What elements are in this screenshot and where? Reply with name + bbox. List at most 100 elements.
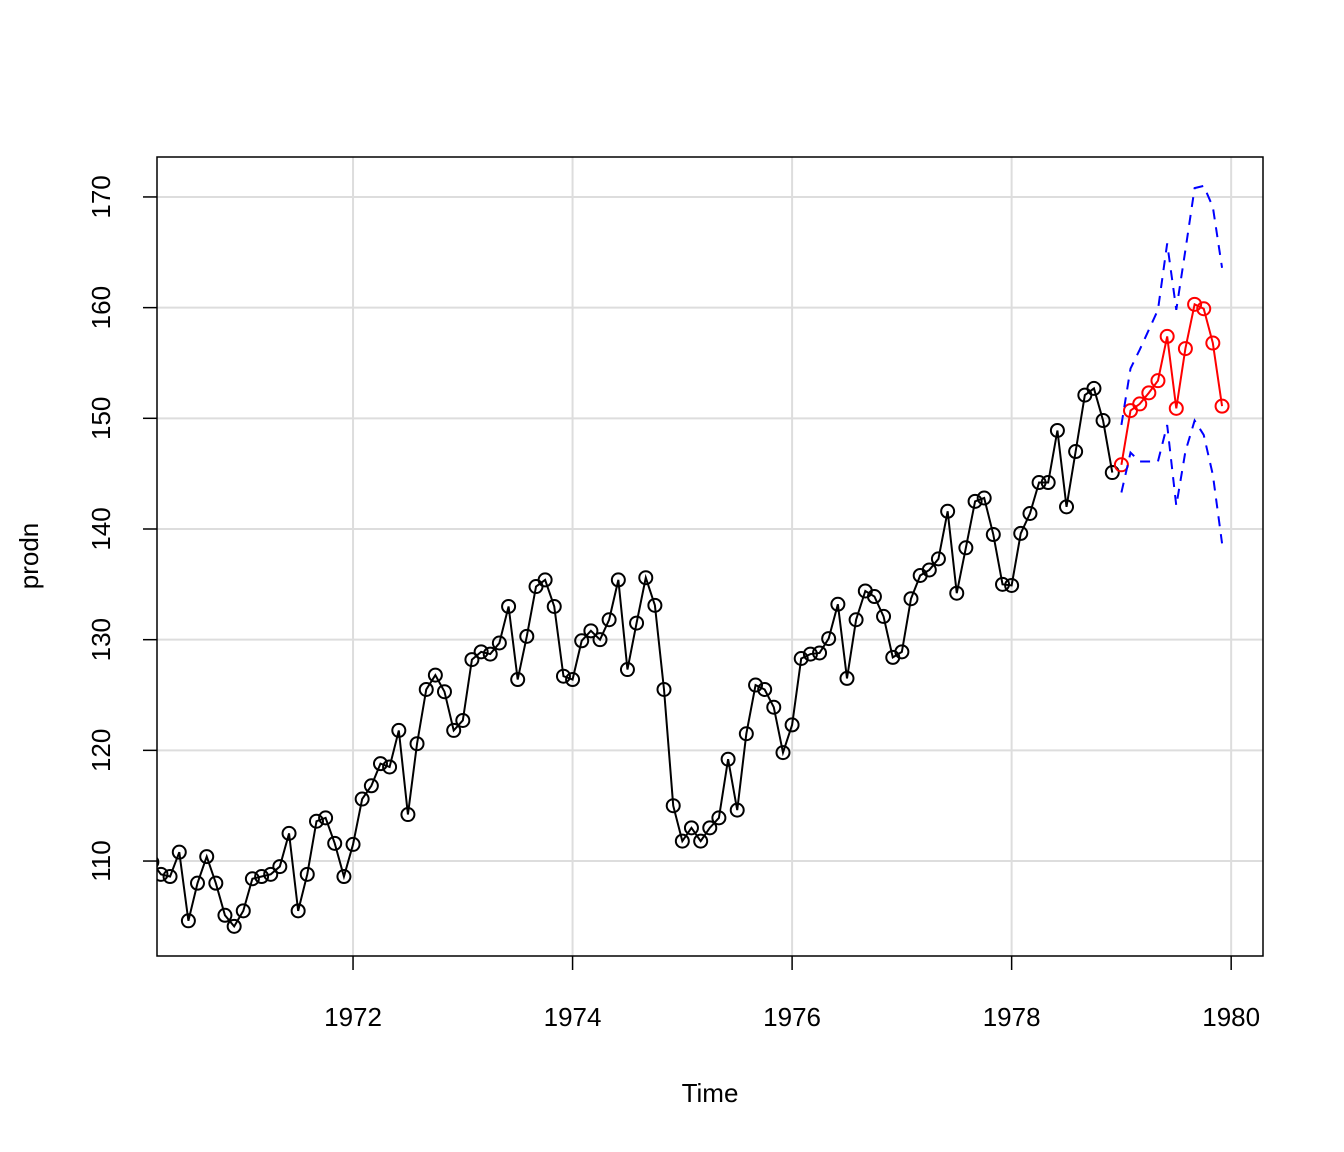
plot-area: [157, 184, 1230, 934]
point: [720, 751, 736, 767]
point: [995, 576, 1011, 592]
point: [921, 562, 937, 578]
point: [1031, 475, 1047, 491]
point: [1187, 296, 1203, 312]
point: [711, 810, 727, 826]
point: [208, 875, 224, 891]
point: [391, 722, 407, 738]
point: [793, 650, 809, 666]
point: [354, 791, 370, 807]
point: [565, 672, 581, 688]
point: [976, 490, 992, 506]
point: [958, 540, 974, 556]
point: [610, 572, 626, 588]
point: [766, 699, 782, 715]
point: [601, 612, 617, 628]
point: [729, 802, 745, 818]
point: [501, 598, 517, 614]
point: [327, 835, 343, 851]
point: [738, 726, 754, 742]
point: [802, 646, 818, 662]
x-tick-label: 1976: [763, 1002, 821, 1032]
point: [157, 866, 169, 882]
point: [281, 825, 297, 841]
point: [555, 668, 571, 684]
point: [199, 849, 215, 865]
point: [876, 608, 892, 624]
point: [702, 820, 718, 836]
point: [418, 681, 434, 697]
point: [1013, 525, 1029, 541]
point: [464, 652, 480, 668]
point: [1196, 301, 1212, 317]
point: [1168, 400, 1184, 416]
point: [290, 903, 306, 919]
plot-frame: [156, 156, 1264, 957]
point: [1113, 457, 1129, 473]
point: [537, 572, 553, 588]
point: [894, 644, 910, 660]
point: [583, 623, 599, 639]
x-axis-label: Time: [682, 1078, 739, 1108]
point: [647, 597, 663, 613]
x-tick-label: 1980: [1202, 1002, 1260, 1032]
point: [308, 813, 324, 829]
point: [757, 681, 773, 697]
point: [629, 615, 645, 631]
point: [1095, 413, 1111, 429]
point: [619, 662, 635, 678]
point: [1104, 465, 1120, 481]
point: [665, 798, 681, 814]
point: [683, 820, 699, 836]
point: [436, 684, 452, 700]
point: [180, 913, 196, 929]
point: [546, 598, 562, 614]
point: [409, 736, 425, 752]
x-tick-label: 1974: [544, 1002, 602, 1032]
point: [967, 493, 983, 509]
point: [784, 717, 800, 733]
point: [482, 646, 498, 662]
point: [1132, 396, 1148, 412]
point: [1068, 444, 1084, 460]
point: [775, 745, 791, 761]
point: [693, 833, 709, 849]
x-tick-label: 1978: [983, 1002, 1041, 1032]
point: [171, 844, 187, 860]
point: [400, 807, 416, 823]
point: [940, 503, 956, 519]
point: [190, 875, 206, 891]
point: [1049, 422, 1065, 438]
point: [748, 677, 764, 693]
point: [1150, 373, 1166, 389]
point: [1159, 328, 1175, 344]
point: [162, 869, 178, 885]
series-line: [1120, 302, 1224, 465]
point: [272, 859, 288, 875]
point: [299, 866, 315, 882]
x-tick-label: 1972: [324, 1002, 382, 1032]
point: [427, 667, 443, 683]
point: [812, 645, 828, 661]
point: [263, 866, 279, 882]
y-tick-label: 110: [86, 840, 116, 881]
point: [318, 810, 334, 826]
point: [254, 869, 270, 885]
point: [839, 670, 855, 686]
point: [372, 756, 388, 772]
point: [491, 635, 507, 651]
point: [830, 596, 846, 612]
point: [930, 551, 946, 567]
y-tick-label: 140: [86, 507, 116, 550]
point: [1040, 475, 1056, 491]
point: [1141, 385, 1157, 401]
point: [446, 722, 462, 738]
grid: [157, 157, 1263, 956]
point: [217, 907, 233, 923]
axes: 1972 1974 1976 1978 1980 110 120 130 140 150 160 17…: [86, 175, 1260, 1032]
y-tick-label: 160: [86, 286, 116, 329]
point: [638, 570, 654, 586]
point: [519, 628, 535, 644]
point: [1086, 380, 1102, 396]
